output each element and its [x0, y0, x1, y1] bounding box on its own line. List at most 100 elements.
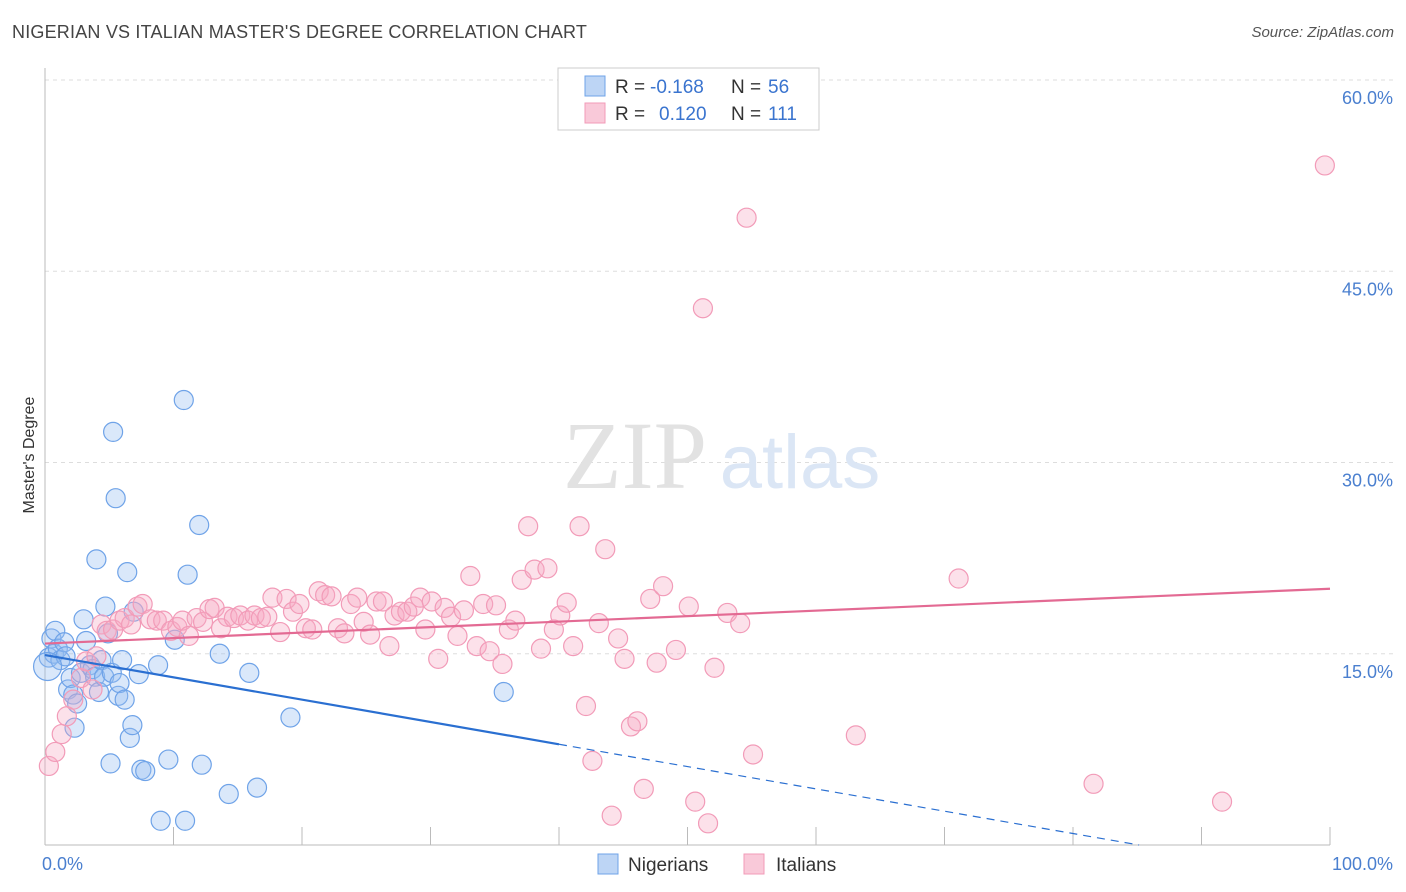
data-point	[466, 635, 487, 657]
data-point	[146, 610, 167, 631]
data-point	[100, 753, 121, 774]
legend-r-label-italians: R =	[615, 104, 645, 125]
data-point	[1211, 791, 1233, 812]
data-point	[492, 653, 513, 675]
bottom-legend-swatch-italians	[743, 853, 765, 875]
data-point	[308, 581, 329, 602]
data-point	[582, 750, 603, 771]
trend-line-nigerians	[44, 653, 560, 746]
grid	[45, 79, 1395, 655]
data-point	[302, 619, 323, 640]
legend-n-value-italians: 111	[768, 104, 797, 125]
data-point	[1083, 773, 1104, 794]
data-point	[379, 635, 400, 657]
data-point	[704, 657, 725, 678]
data-point	[73, 609, 94, 630]
data-point	[105, 488, 126, 509]
data-point	[119, 727, 140, 749]
y-tick-label: 60.0%	[1342, 88, 1393, 108]
y-tick-label: 45.0%	[1342, 279, 1393, 299]
data-point	[82, 679, 103, 700]
legend-n-label-nigerians: N =	[731, 77, 761, 98]
data-point	[595, 539, 616, 560]
data-point	[51, 723, 72, 745]
data-point	[665, 639, 687, 661]
data-point	[550, 605, 571, 626]
watermark: ZIP atlas	[563, 402, 880, 509]
watermark-zip: ZIP	[563, 402, 707, 509]
data-point	[588, 613, 609, 634]
data-point	[537, 558, 558, 579]
data-point	[192, 611, 214, 632]
data-point	[63, 689, 84, 710]
data-point	[742, 744, 764, 765]
data-point	[174, 810, 196, 831]
data-point	[158, 749, 179, 770]
data-point	[117, 562, 138, 583]
data-point	[518, 516, 539, 537]
data-point	[384, 605, 405, 626]
data-point	[353, 611, 374, 632]
x-tick-label: 100.0%	[1332, 854, 1393, 874]
data-point	[652, 576, 674, 597]
data-point	[135, 760, 156, 782]
legend-r-label-nigerians: R =	[615, 77, 645, 98]
data-point	[678, 596, 699, 617]
series-nigerians	[32, 389, 514, 831]
data-point	[948, 568, 969, 589]
data-point	[556, 592, 577, 613]
data-point	[321, 586, 342, 607]
legend-swatch-italians	[584, 102, 606, 124]
data-point	[250, 607, 271, 629]
data-point	[191, 754, 212, 775]
watermark-atlas: atlas	[720, 420, 881, 505]
data-point	[372, 591, 394, 612]
data-point	[177, 564, 198, 585]
data-point	[95, 596, 116, 617]
data-point	[209, 643, 230, 664]
data-point	[103, 421, 124, 442]
tick-labels: 15.0% 30.0% 45.0% 60.0% 0.0% 100.0%	[42, 88, 1393, 874]
data-point	[111, 650, 133, 671]
legend-n-value-nigerians: 56	[768, 77, 789, 98]
source-label: Source: ZipAtlas.com	[1251, 24, 1394, 41]
data-point	[189, 514, 210, 536]
data-point	[315, 584, 336, 606]
legend-n-label-italians: N =	[731, 104, 761, 125]
bottom-legend-swatch-nigerians	[597, 853, 619, 875]
data-point	[127, 596, 148, 617]
data-point	[428, 648, 449, 669]
legend-swatch-nigerians	[584, 75, 606, 97]
data-point	[114, 689, 135, 710]
data-point	[608, 628, 629, 649]
data-point	[530, 638, 552, 659]
data-point	[32, 651, 63, 682]
data-point	[120, 614, 142, 635]
trend-line-italians	[44, 587, 1331, 645]
data-point	[390, 601, 412, 622]
data-point	[122, 715, 143, 736]
data-point	[685, 791, 706, 812]
data-point	[692, 298, 714, 319]
data-point	[505, 610, 526, 631]
data-point	[485, 595, 507, 616]
data-point	[736, 207, 757, 228]
trend-line-nigerians-extension	[558, 743, 1140, 846]
data-point	[730, 613, 751, 634]
data-point	[239, 662, 260, 683]
data-point	[415, 619, 436, 640]
data-point	[173, 389, 194, 411]
chart-title: NIGERIAN VS ITALIAN MASTER'S DEGREE CORR…	[12, 22, 588, 42]
data-point	[334, 623, 355, 644]
x-tick-label: 0.0%	[42, 854, 83, 874]
axes	[44, 68, 1331, 846]
data-point	[845, 725, 866, 746]
data-point	[697, 813, 719, 834]
data-point	[447, 625, 468, 647]
data-point	[640, 588, 661, 610]
data-point	[147, 655, 169, 676]
bottom-legend-italians: Italians	[776, 855, 836, 876]
data-point	[646, 652, 667, 673]
data-point	[479, 641, 500, 662]
